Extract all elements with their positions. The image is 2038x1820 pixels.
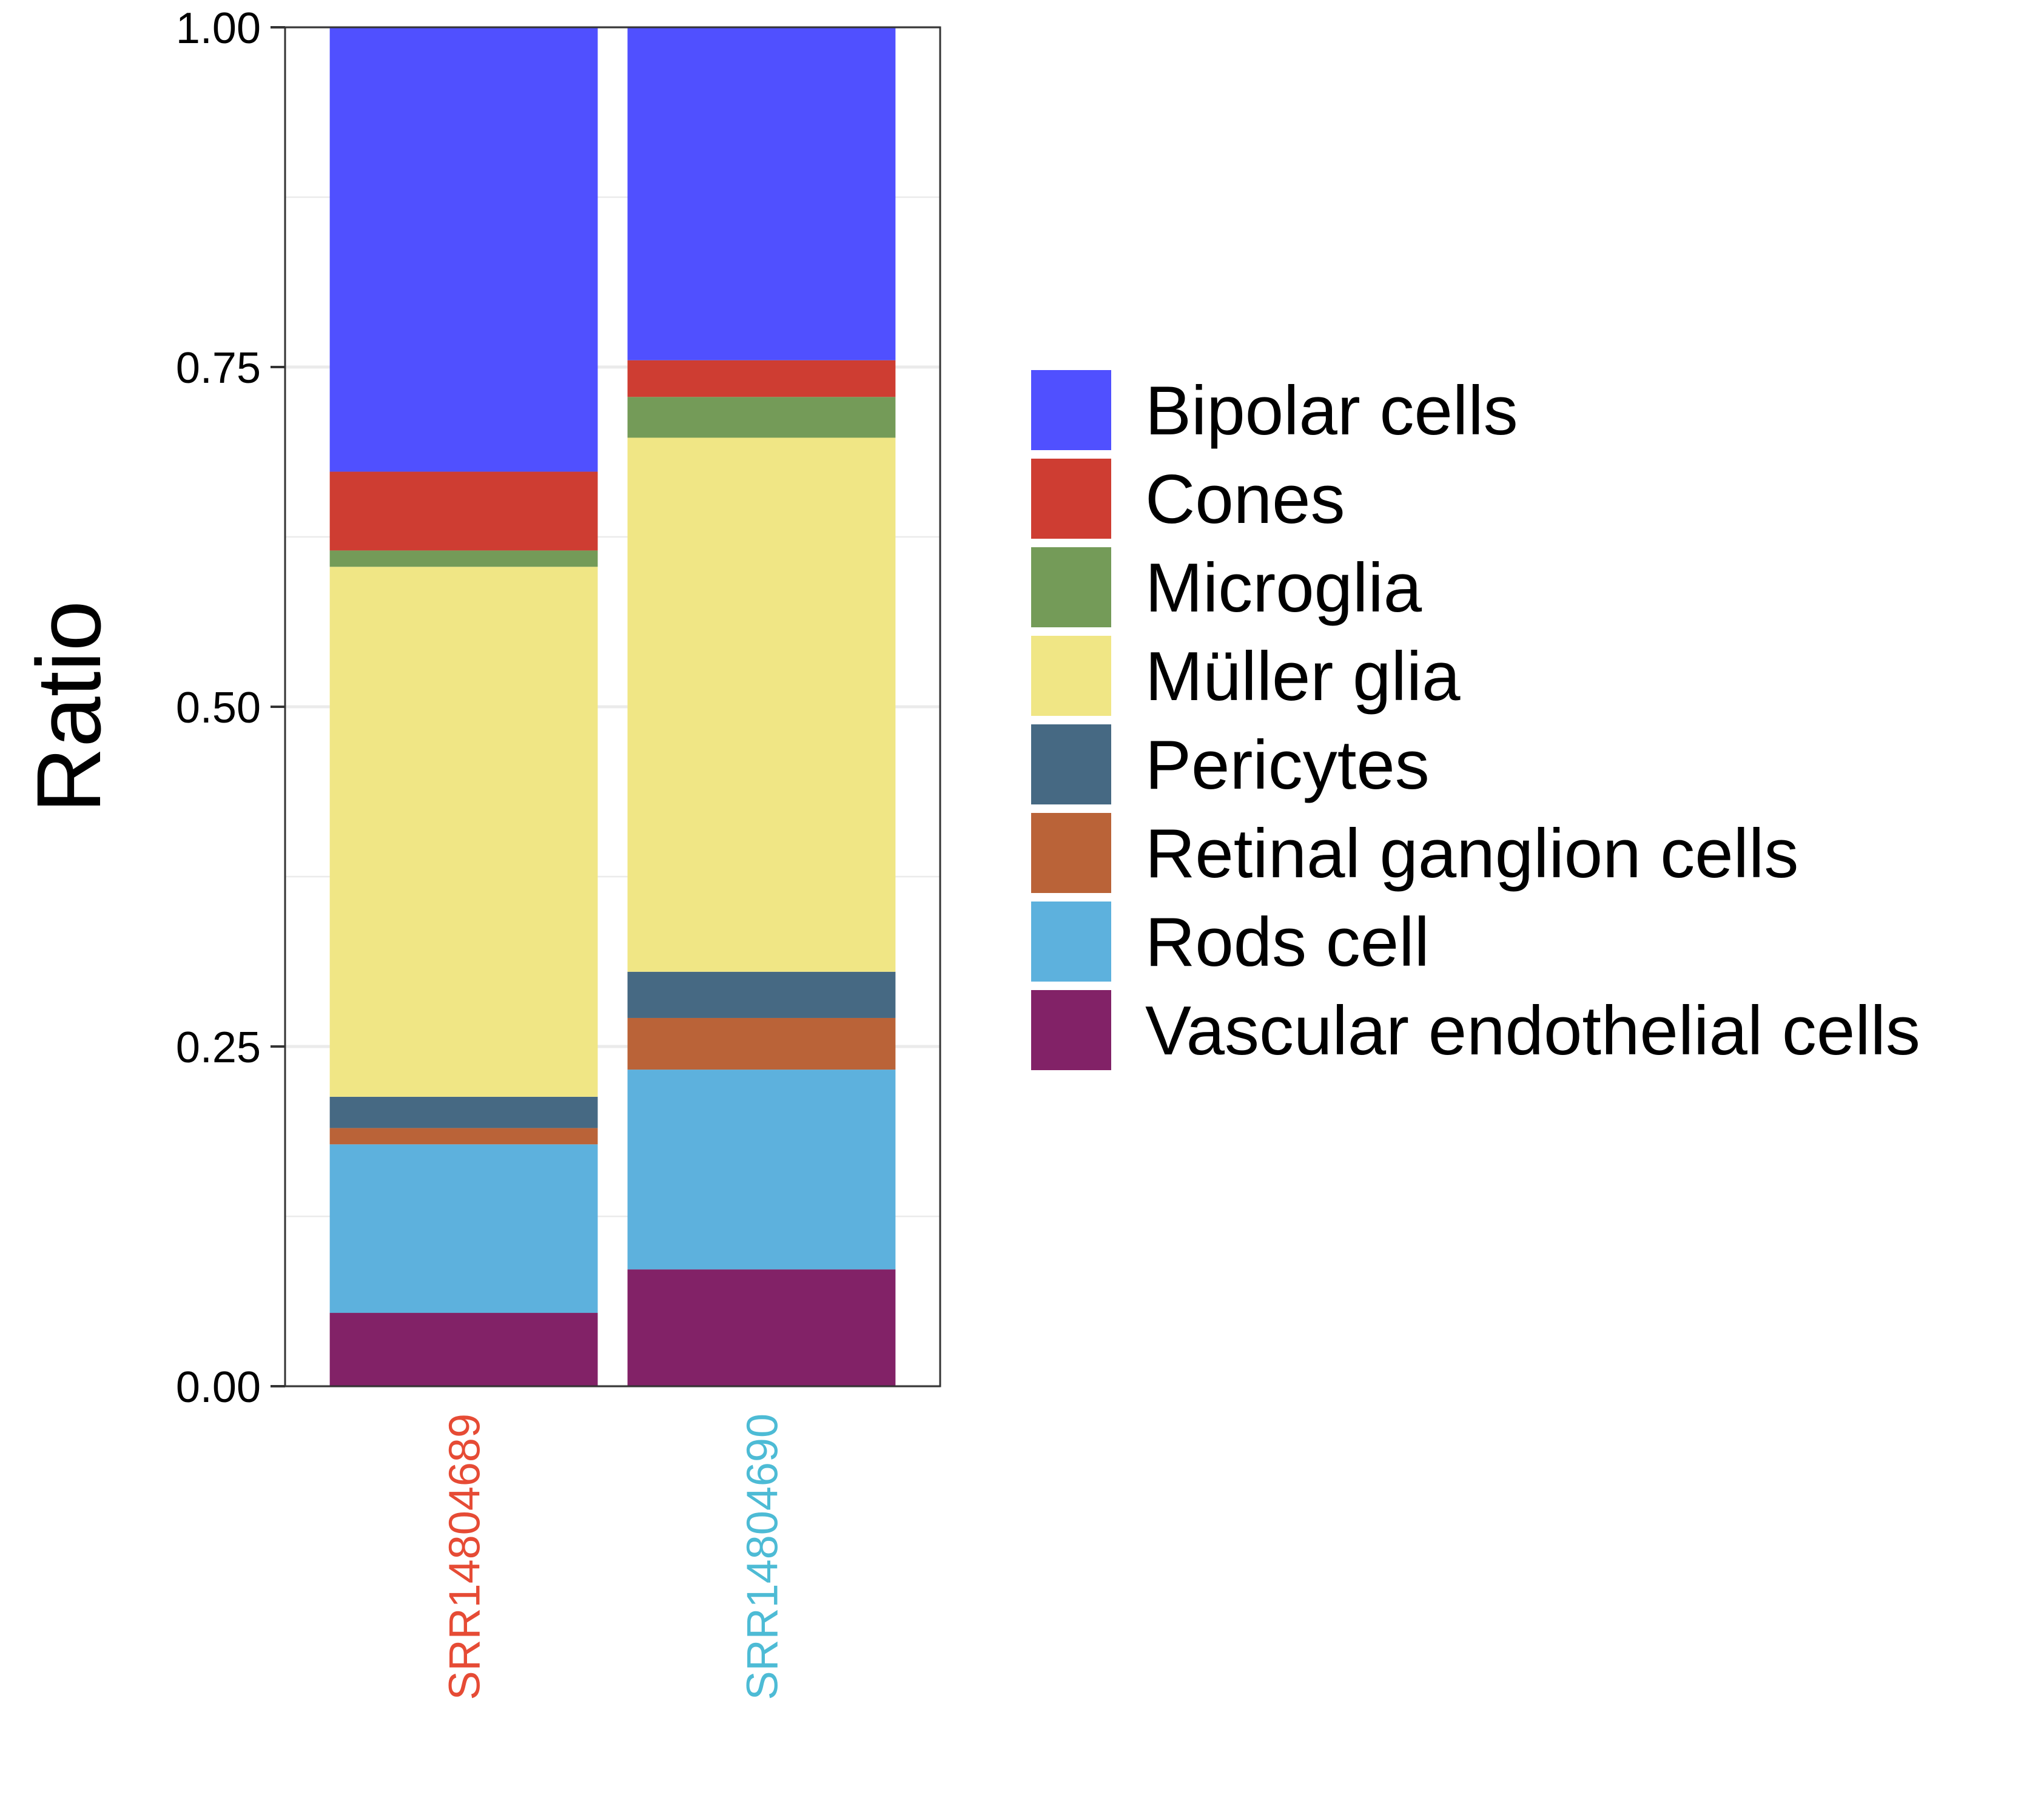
legend-label: Pericytes [1145,727,1430,804]
legend-item: Microglia [1031,547,1422,627]
legend-item: Retinal ganglion cells [1031,813,1798,893]
bar-segment [627,971,896,1018]
legend-key [1031,724,1111,804]
legend-key [1031,547,1111,627]
x-tick-label: SRR14804689 [441,1414,489,1700]
legend-label: Bipolar cells [1145,372,1518,450]
legend-item: Bipolar cells [1031,370,1518,450]
y-tick-label: 1.00 [176,4,261,53]
bar-segment [627,1017,896,1070]
x-axis-labels: SRR14804689 SRR14804690 [441,1414,787,1700]
bar-segment [329,1128,598,1145]
bars [329,27,896,1386]
bar-segment [329,1313,598,1386]
bar-segment [627,437,896,972]
legend-key [1031,990,1111,1070]
legend-item: Rods cell [1031,902,1430,982]
legend: Bipolar cells Cones Microglia Müller glia Pe… [1031,370,1920,1070]
bar-segment [627,360,896,397]
bar-segment [627,397,896,438]
y-tick-label: 0.00 [176,1363,261,1412]
legend-label: Cones [1145,461,1345,538]
y-axis: 0.00 0.25 0.50 0.75 1.00 [176,4,285,1412]
x-tick-label: SRR14804690 [738,1414,787,1700]
y-tick-label: 0.75 [176,344,261,393]
legend-label: Retinal ganglion cells [1145,815,1798,892]
y-tick-label: 0.50 [176,684,261,732]
bar-segment [627,27,896,360]
legend-key [1031,636,1111,716]
bar-segment [329,1144,598,1313]
legend-key [1031,370,1111,450]
bar-segment [627,1269,896,1386]
bar-segment [329,471,598,551]
bar-segment [329,550,598,567]
legend-key [1031,902,1111,982]
legend-label: Vascular endothelial cells [1145,993,1920,1070]
legend-item: Müller glia [1031,636,1461,716]
bar-segment [627,1070,896,1270]
legend-item: Pericytes [1031,724,1430,804]
bar-segment [329,567,598,1097]
bar-segment [329,27,598,472]
bar-segment [329,1096,598,1128]
legend-label: Müller glia [1145,638,1461,715]
legend-label: Microglia [1145,550,1422,627]
legend-label: Rods cell [1145,904,1430,981]
legend-key [1031,459,1111,539]
legend-item: Cones [1031,459,1345,539]
legend-item: Vascular endothelial cells [1031,990,1920,1070]
y-axis-title: Ratio [18,601,119,813]
legend-key [1031,813,1111,893]
y-tick-label: 0.25 [176,1023,261,1072]
